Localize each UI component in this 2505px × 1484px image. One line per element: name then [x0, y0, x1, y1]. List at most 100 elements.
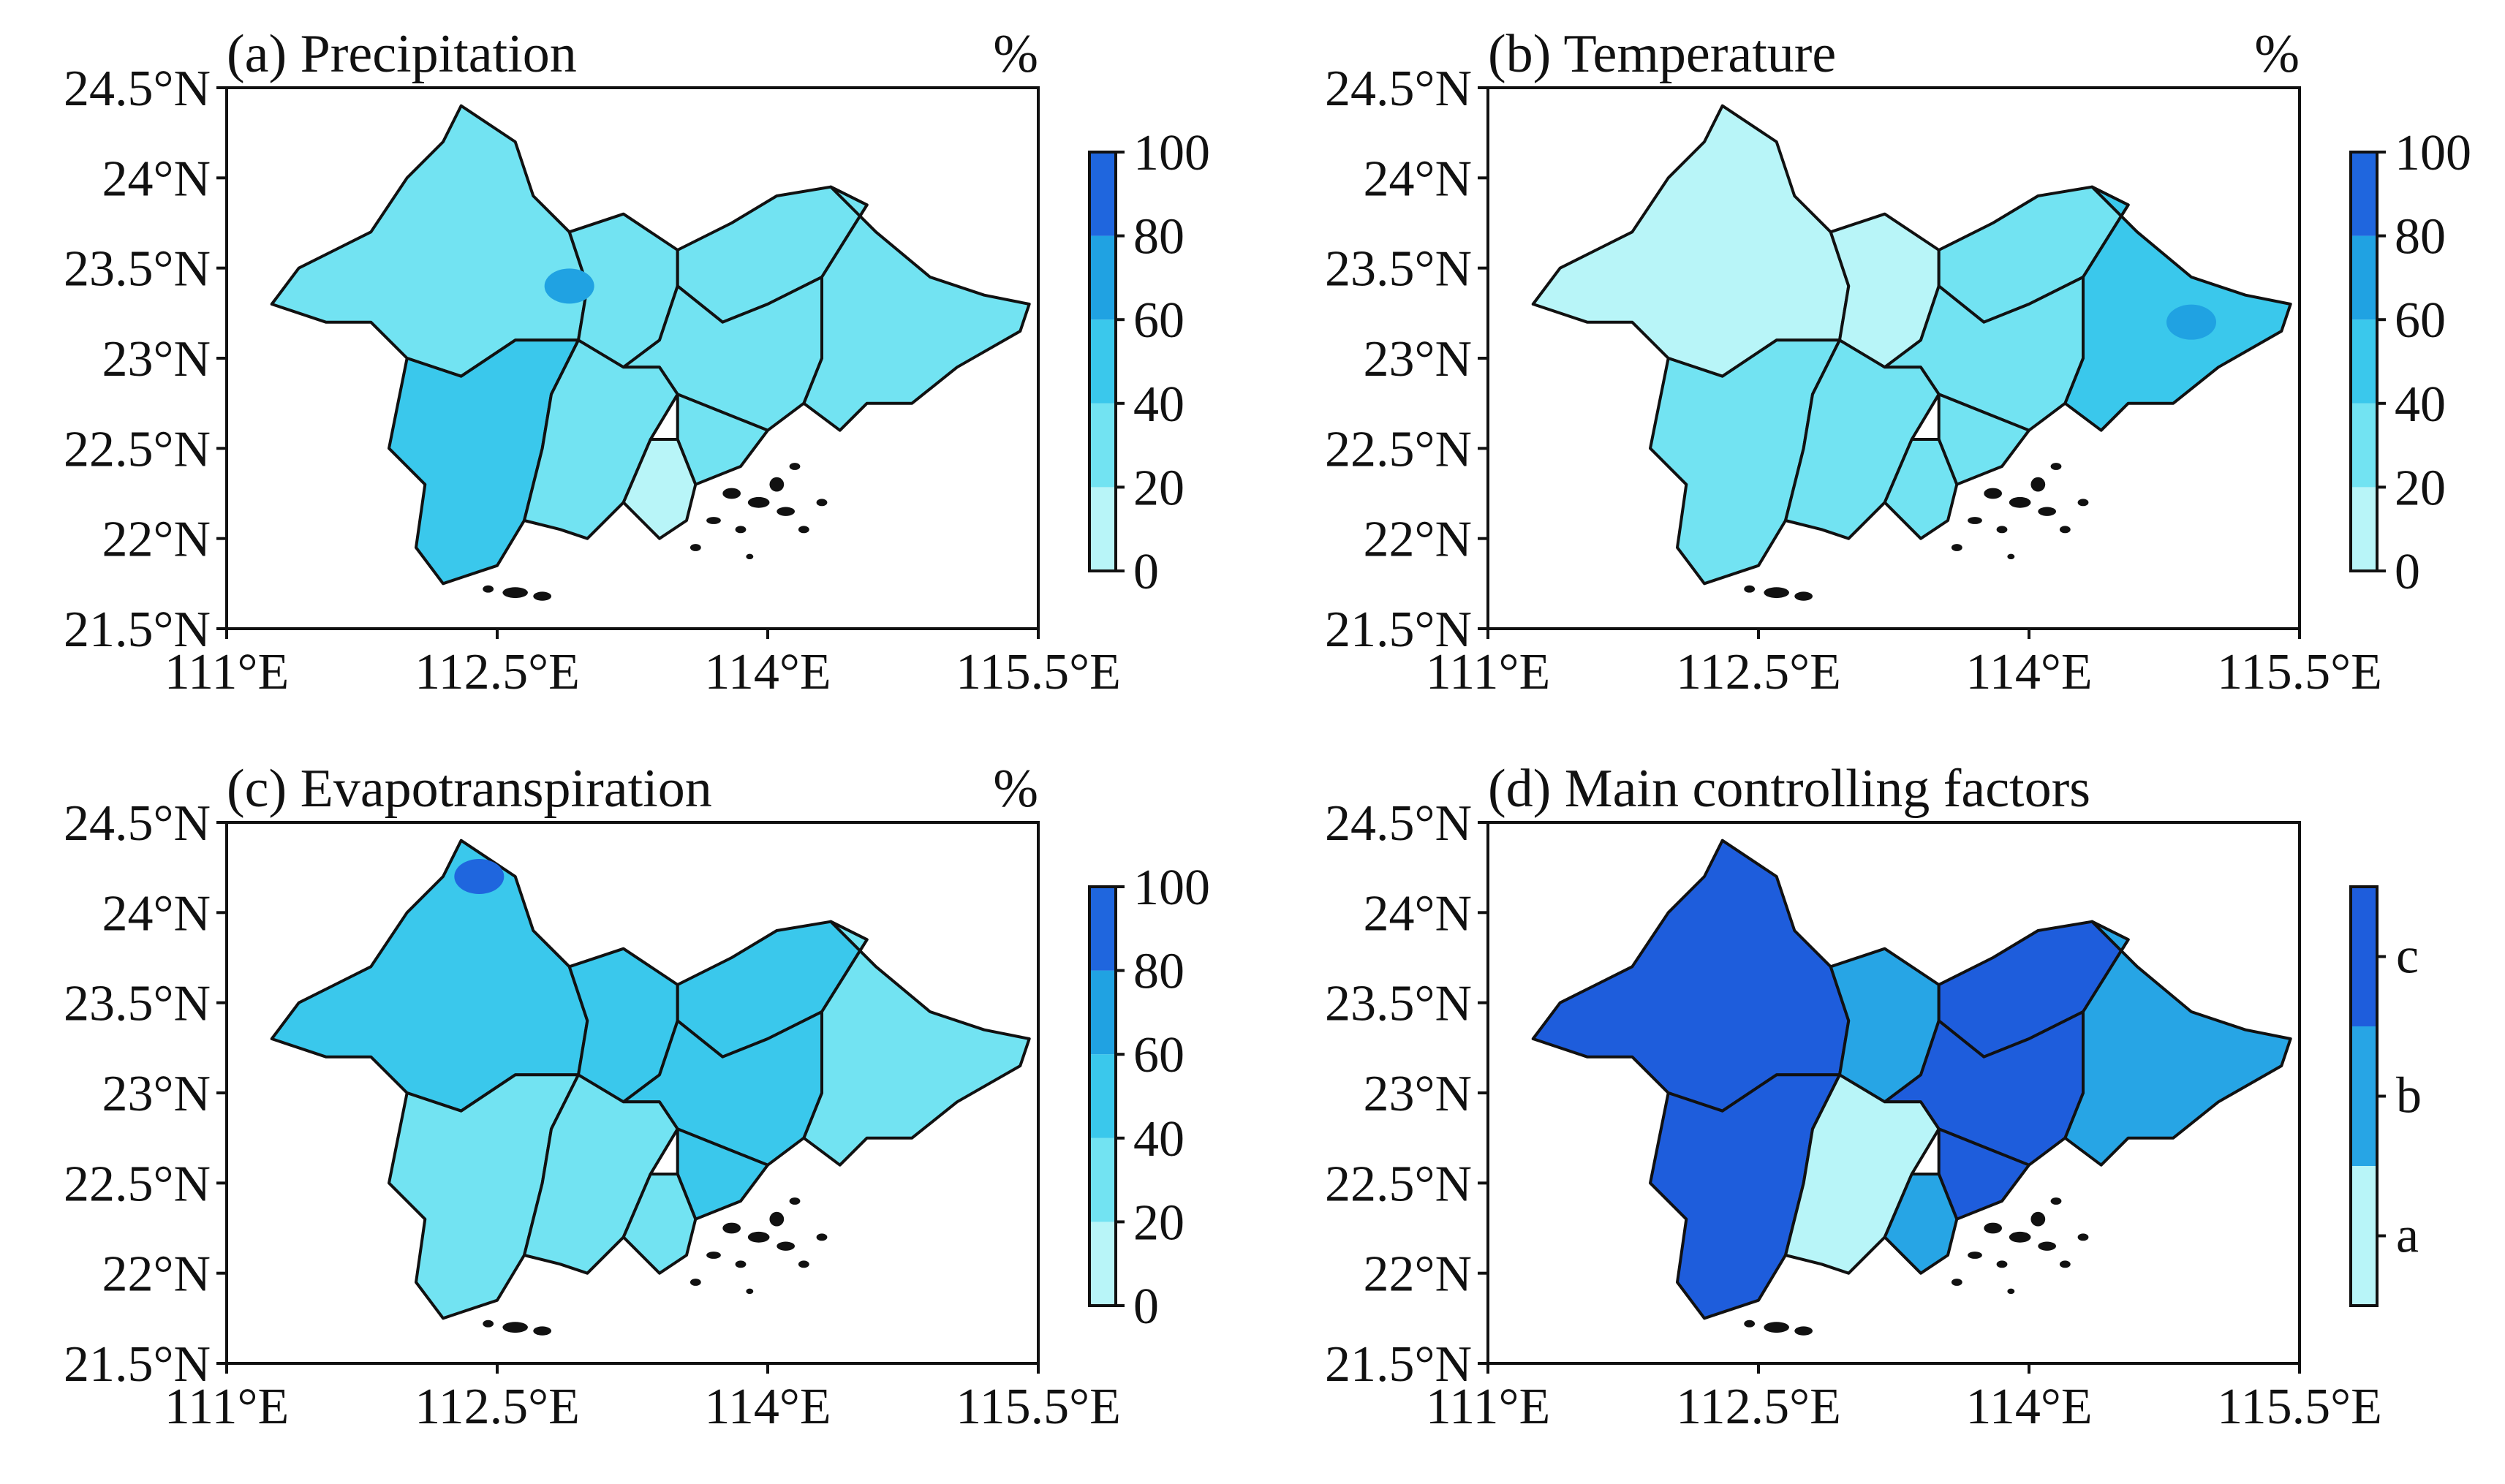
island — [689, 1279, 701, 1286]
hotspot-0 — [454, 859, 505, 894]
region-southwest — [1649, 1073, 1841, 1320]
panel-title: (c) Evapotranspiration — [227, 759, 712, 819]
island — [1984, 488, 2003, 499]
colorbar-label: 100 — [1133, 125, 1210, 181]
island — [722, 488, 741, 499]
region-coast — [1883, 438, 1959, 540]
colorbar-label: 0 — [1133, 1279, 1159, 1335]
island — [2050, 463, 2062, 470]
island — [706, 517, 721, 524]
island — [2059, 526, 2071, 534]
island — [798, 1260, 809, 1268]
island — [789, 463, 801, 470]
x-tick-label: 112.5°E — [415, 644, 580, 700]
region-south-central — [523, 338, 679, 540]
y-tick-label: 21.5°N — [1325, 602, 1472, 658]
x-tick-label: 112.5°E — [1676, 1379, 1841, 1435]
colorbar-segment — [1089, 319, 1116, 404]
y-tick-label: 24°N — [1363, 151, 1472, 207]
region-northwest — [1531, 838, 1851, 1113]
y-tick-label: 22°N — [1363, 512, 1472, 568]
colorbar-label: c — [2396, 928, 2419, 985]
y-tick-label: 21.5°N — [1325, 1336, 1472, 1393]
x-tick-label: 114°E — [704, 1379, 831, 1435]
x-tick-label: 111°E — [1426, 1379, 1551, 1435]
colorbar-segment — [2351, 1166, 2377, 1306]
island — [1764, 1322, 1789, 1333]
island — [689, 544, 701, 551]
island — [746, 553, 754, 560]
island — [789, 1197, 801, 1205]
y-tick-label: 23°N — [102, 1066, 211, 1122]
y-tick-label: 23.5°N — [1325, 976, 1472, 1032]
region-coast — [621, 438, 698, 540]
y-tick-label: 22.5°N — [64, 421, 211, 477]
colorbar-label: 40 — [2395, 376, 2446, 433]
island — [1968, 1252, 1982, 1259]
colorbar-segment — [1089, 1222, 1116, 1306]
panel-title: (b) Temperature — [1488, 24, 1836, 84]
island — [798, 526, 809, 534]
island — [2077, 1233, 2089, 1241]
colorbar-label: 20 — [1133, 1195, 1185, 1251]
panel-title: (a) Precipitation — [227, 24, 577, 84]
island — [769, 477, 785, 492]
island — [483, 1320, 494, 1328]
y-tick-label: 24.5°N — [64, 795, 211, 852]
island — [1794, 591, 1813, 601]
island — [502, 1322, 528, 1333]
colorbar-segment — [1089, 403, 1116, 488]
island — [2059, 1260, 2071, 1268]
region-south-central — [1784, 1073, 1941, 1275]
y-tick-label: 24°N — [1363, 885, 1472, 942]
island — [722, 1222, 741, 1234]
colorbar-segment — [2351, 235, 2377, 320]
colorbar-label: 60 — [2395, 292, 2446, 349]
island — [1744, 1320, 1756, 1328]
island — [747, 496, 770, 508]
colorbar-label: b — [2396, 1068, 2422, 1124]
y-tick-label: 24.5°N — [1325, 795, 1472, 852]
x-tick-label: 111°E — [165, 644, 290, 700]
island — [2007, 553, 2015, 560]
colorbar-label: 80 — [1133, 944, 1185, 1000]
x-tick-label: 115.5°E — [2217, 644, 2382, 700]
island — [746, 1288, 754, 1295]
region-south-central — [1784, 338, 1941, 540]
y-tick-label: 23.5°N — [1325, 241, 1472, 298]
colorbar-frame — [1088, 885, 1117, 1307]
x-tick-label: 114°E — [704, 644, 831, 700]
island — [1968, 517, 1982, 524]
unit-label: % — [2254, 24, 2300, 84]
region-southwest — [388, 1073, 580, 1320]
island — [1996, 526, 2008, 534]
x-tick-label: 114°E — [1965, 644, 2092, 700]
colorbar-segment — [2351, 487, 2377, 571]
region-northwest — [270, 838, 589, 1113]
island — [2009, 1231, 2031, 1243]
island — [2038, 507, 2057, 516]
x-tick-label: 115.5°E — [956, 644, 1121, 700]
island — [747, 1231, 770, 1243]
colorbar-frame — [2349, 151, 2379, 572]
colorbar-frame — [1088, 151, 1117, 572]
island — [777, 1241, 795, 1251]
colorbar: 0 20 40 60 80 100 — [1088, 125, 1210, 600]
region-northwest — [270, 104, 589, 378]
y-tick-label: 23.5°N — [64, 976, 211, 1032]
y-tick-label: 22.5°N — [1325, 1156, 1472, 1212]
island — [2077, 499, 2089, 507]
colorbar-label: 80 — [1133, 209, 1185, 265]
island — [2009, 496, 2031, 508]
colorbar-label: 60 — [1133, 1027, 1185, 1083]
colorbar-label: 100 — [2395, 125, 2471, 181]
island — [2030, 477, 2046, 492]
x-tick-label: 111°E — [165, 1379, 290, 1435]
region-northwest — [1531, 104, 1851, 378]
island — [483, 585, 494, 593]
island — [1794, 1326, 1813, 1336]
island — [2038, 1241, 2057, 1251]
island — [2030, 1211, 2046, 1227]
region-south-central — [523, 1073, 679, 1275]
y-tick-label: 22°N — [1363, 1246, 1472, 1303]
